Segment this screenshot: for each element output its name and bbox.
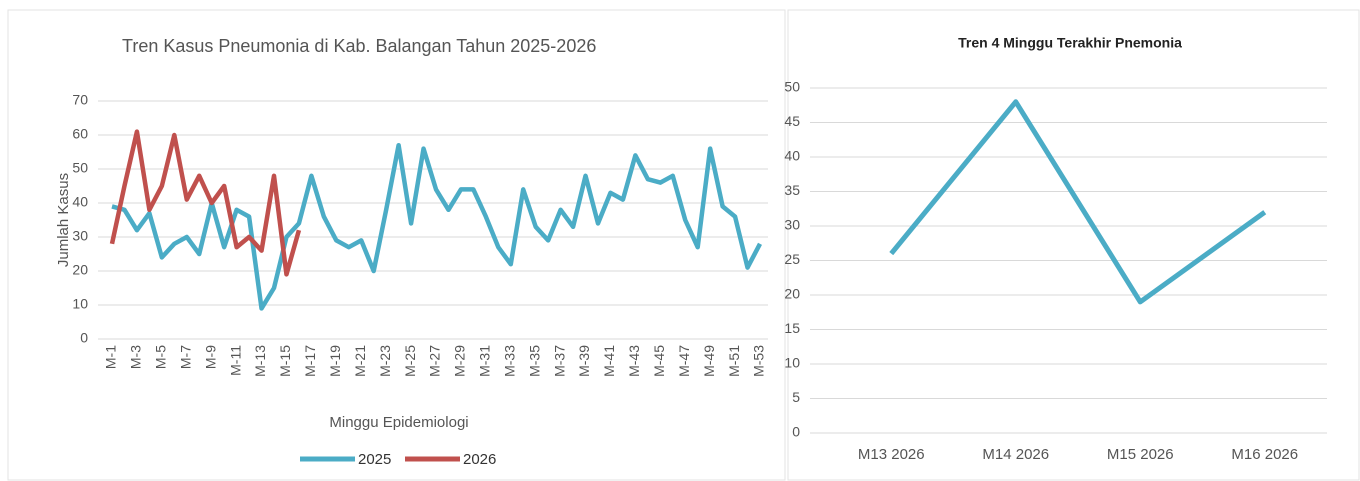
y-tick-label: 15 [784,320,800,336]
x-tick-label: M-11 [227,345,243,376]
x-tick-label: M-45 [651,345,667,377]
y-tick-label: 20 [72,262,88,278]
y-tick-label: 0 [792,424,800,440]
x-tick-label: M-3 [128,345,144,369]
x-tick-label: M13 2026 [858,446,925,463]
x-tick-label: M-13 [252,345,268,377]
x-tick-label: M-31 [477,345,493,377]
x-tick-label: M-15 [277,345,293,377]
x-axis-label: Minggu Epidemiologi [329,414,468,431]
y-tick-label: 5 [792,389,800,405]
chart-title: Tren 4 Minggu Terakhir Pnemonia [958,35,1182,51]
y-tick-label: 10 [784,355,800,371]
y-axis-label: Jumlah Kasus [55,173,72,267]
line-series [889,99,1267,305]
x-tick-label: M-5 [153,345,169,369]
x-tick-label: M-47 [676,345,692,377]
line-series [111,142,762,311]
x-tick-label: M-19 [327,345,343,377]
y-tick-label: 60 [72,126,88,142]
x-tick-label: M-1 [103,345,119,369]
x-tick-label: M-43 [626,345,642,377]
y-tick-label: 70 [72,92,88,108]
y-tick-label: 25 [784,251,800,267]
x-tick-label: M-49 [701,345,717,377]
x-tick-label: M-25 [402,345,418,377]
legend-label: 2025 [358,451,391,468]
y-tick-label: 50 [784,79,800,95]
x-tick-label: M-37 [551,345,567,377]
x-tick-label: M-41 [601,345,617,377]
right-panel [787,9,1360,481]
x-tick-label: M-29 [452,345,468,377]
x-tick-label: M14 2026 [982,446,1049,463]
x-tick-label: M-17 [302,345,318,377]
y-tick-label: 50 [72,160,88,176]
y-tick-label: 45 [784,113,800,129]
y-tick-label: 0 [80,330,88,346]
x-tick-label: M-23 [377,345,393,377]
y-tick-label: 40 [784,148,800,164]
x-tick-label: M-9 [202,345,218,369]
y-tick-label: 40 [72,194,88,210]
x-tick-label: M-33 [501,345,517,377]
y-tick-label: 10 [72,296,88,312]
x-tick-label: M-39 [576,345,592,377]
y-tick-label: 35 [784,182,800,198]
x-tick-label: M-51 [726,345,742,377]
y-tick-label: 20 [784,286,800,302]
y-tick-label: 30 [72,228,88,244]
x-tick-label: M-53 [751,345,767,377]
line-series [109,129,302,277]
x-tick-label: M15 2026 [1107,446,1174,463]
left-panel [7,9,786,481]
x-tick-label: M16 2026 [1231,446,1298,463]
x-tick-label: M-21 [352,345,368,377]
x-tick-label: M-7 [177,345,193,369]
legend-label: 2026 [463,451,496,468]
y-tick-label: 30 [784,217,800,233]
chart-title: Tren Kasus Pneumonia di Kab. Balangan Ta… [122,36,596,56]
x-tick-label: M-35 [526,345,542,377]
x-tick-label: M-27 [427,345,443,377]
